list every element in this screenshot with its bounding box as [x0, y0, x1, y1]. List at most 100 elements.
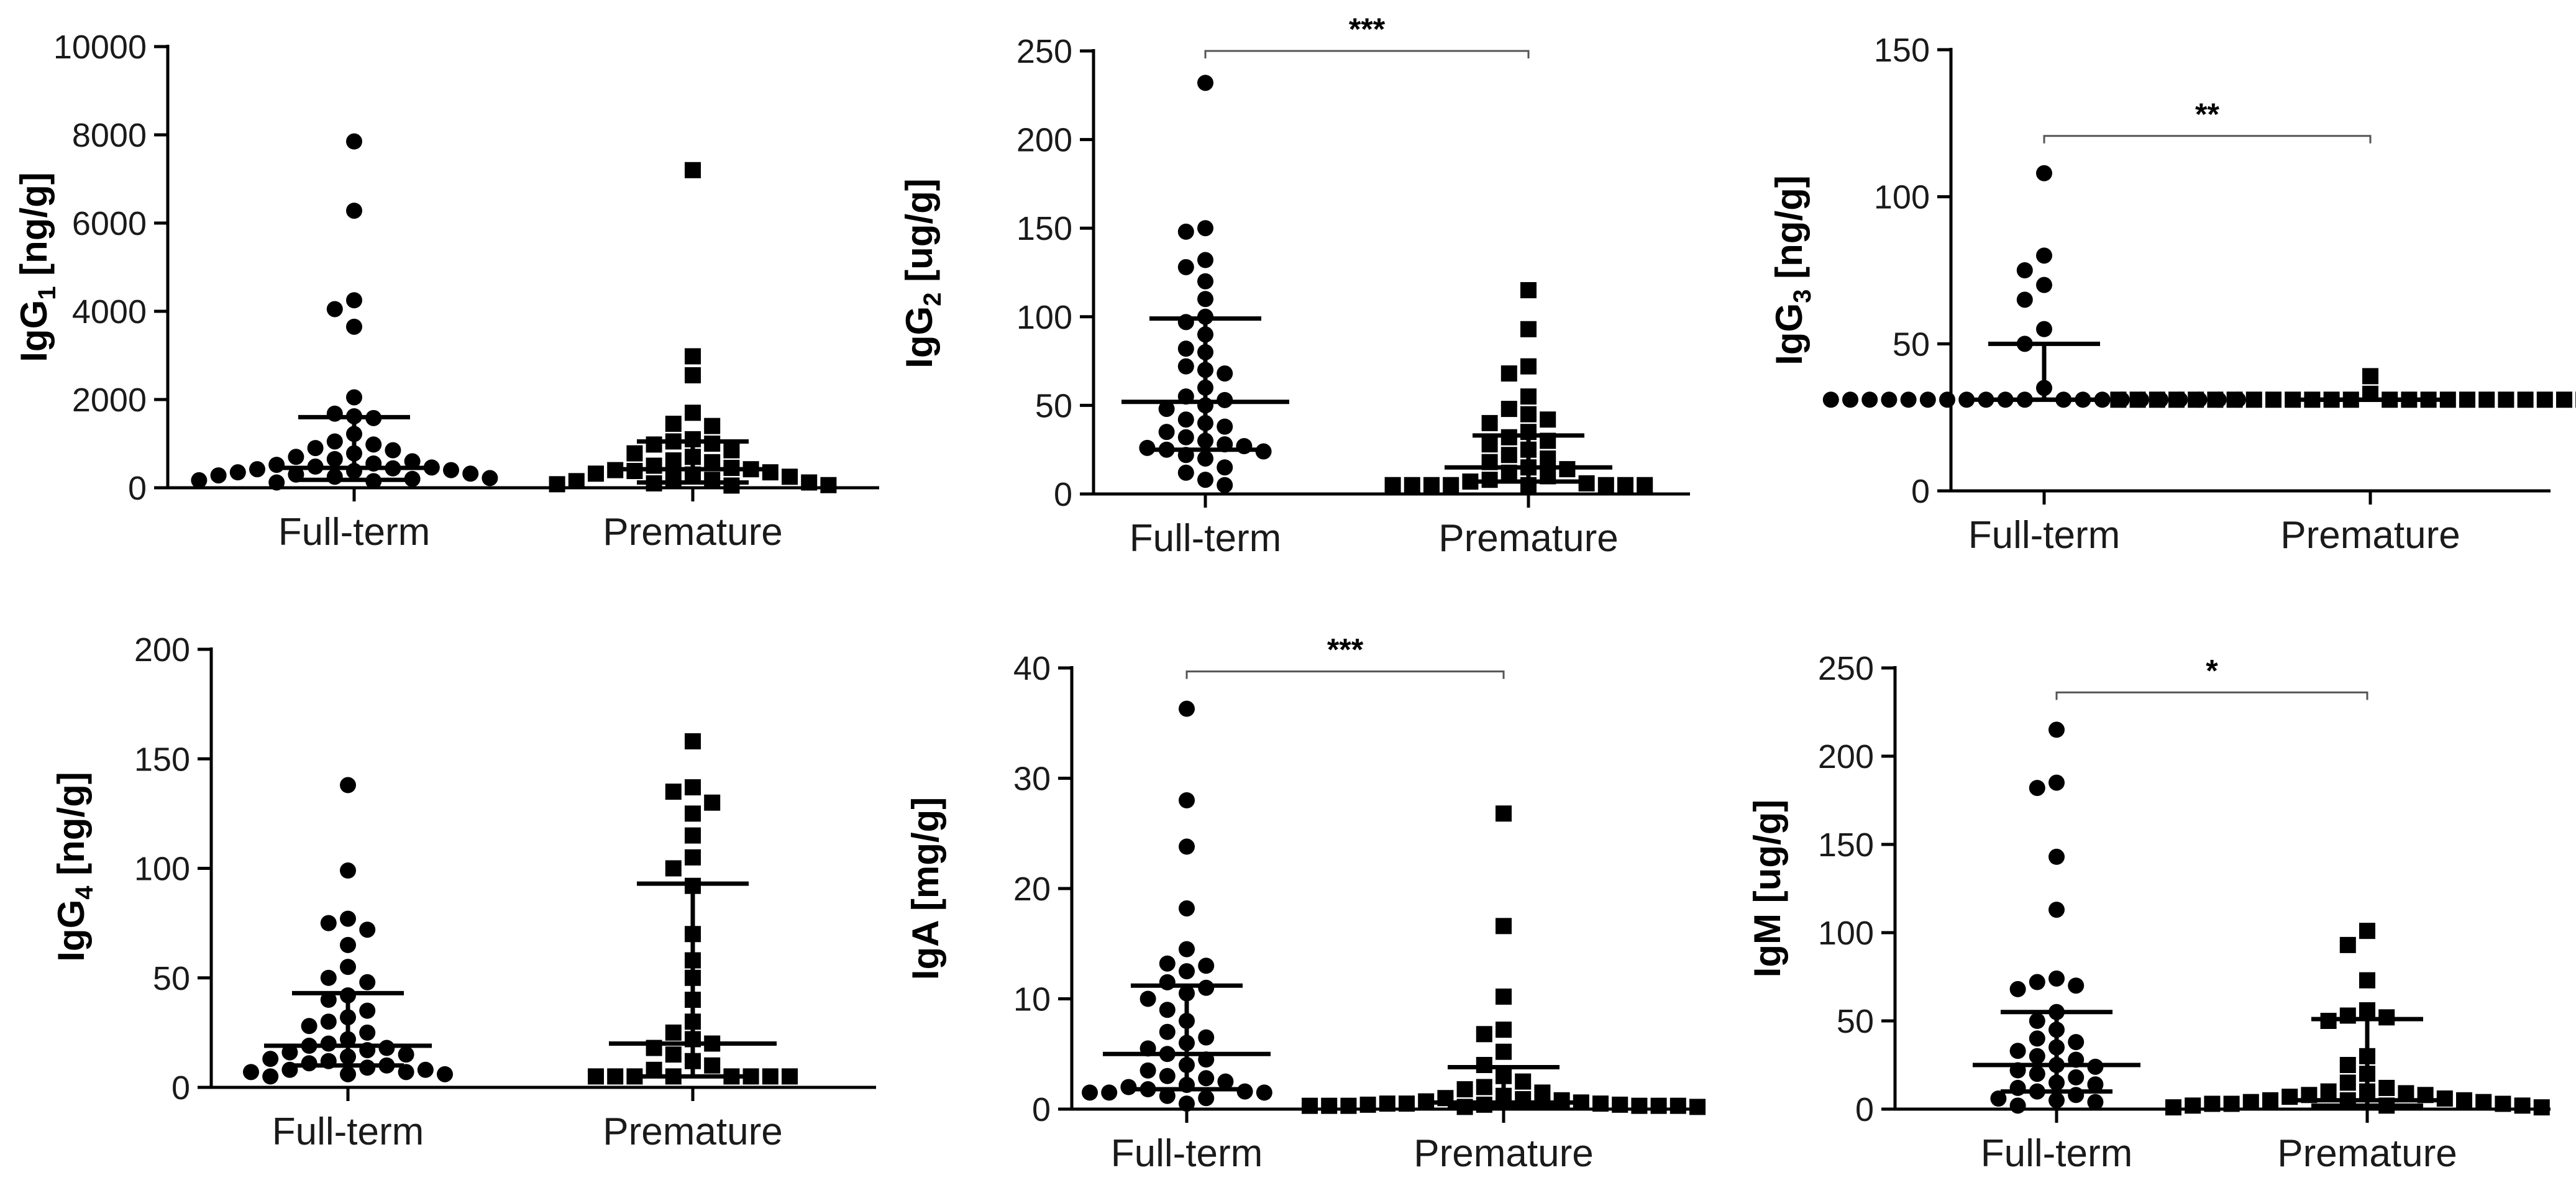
data-point-full-term [2009, 1097, 2026, 1114]
data-point-premature [1481, 436, 1498, 453]
data-point-premature [2339, 1074, 2356, 1091]
data-point-premature [2475, 1094, 2492, 1110]
data-point-full-term [1881, 391, 1898, 408]
data-point-full-term [1179, 838, 1195, 855]
data-point-premature [1384, 477, 1401, 493]
data-point-premature [1520, 358, 1537, 375]
data-point-premature [1592, 1095, 1609, 1112]
data-point-full-term [1198, 1070, 1215, 1087]
data-point-full-term [1177, 258, 1194, 275]
data-point-full-term [320, 992, 337, 1008]
data-point-full-term [462, 465, 479, 482]
y-axis-label-unit: [ug/g] [1747, 800, 1788, 913]
data-point-premature [2149, 391, 2165, 408]
data-point-full-term [326, 301, 343, 318]
data-point-full-term [2009, 1043, 2026, 1059]
data-point-full-term [378, 1040, 395, 1056]
data-point-premature [685, 162, 701, 178]
y-axis-label-unit: [mg/g] [905, 797, 946, 921]
data-point-full-term [1198, 979, 1215, 996]
data-point-premature [2165, 1099, 2181, 1116]
data-point-premature [1520, 406, 1537, 423]
data-point-premature [2359, 1002, 2375, 1018]
y-tick-label: 20 [1013, 871, 1051, 908]
data-point-premature [1302, 1097, 1318, 1114]
data-point-premature [2498, 391, 2514, 408]
data-point-full-term [1939, 391, 1955, 408]
panel-igg1: 0 2000 4000 6000 8000 10000 Full-term Premature… [13, 29, 879, 554]
data-point-premature [1534, 1084, 1551, 1101]
data-point-premature [1481, 414, 1498, 431]
data-point-premature [1496, 805, 1512, 822]
data-point-full-term [482, 470, 498, 487]
y-tick-label: 50 [1837, 1003, 1874, 1040]
data-point-full-term [340, 959, 356, 976]
x-category-label: Premature [603, 511, 782, 554]
data-point-premature [685, 849, 701, 866]
data-point-full-term [243, 1064, 259, 1081]
data-point-premature [665, 860, 682, 877]
data-point-full-term [1159, 974, 1176, 990]
data-point-full-term [1158, 424, 1175, 441]
data-point-premature [1520, 282, 1537, 299]
y-axis-label-main: IgG [1768, 303, 1810, 365]
data-point-full-term [385, 442, 401, 459]
data-point-full-term [346, 318, 362, 335]
data-point-premature [704, 436, 721, 452]
data-point-premature [588, 1068, 604, 1085]
data-point-full-term [2029, 974, 2045, 990]
data-point-full-term [2087, 1094, 2104, 1110]
data-point-full-term [2036, 277, 2052, 293]
y-axis-label-main: IgG [898, 306, 940, 368]
data-point-full-term [1179, 700, 1195, 717]
data-point-full-term [1177, 429, 1194, 446]
data-point-premature [2514, 1097, 2531, 1114]
data-point-full-term [326, 433, 343, 450]
y-tick-label: 200 [134, 631, 190, 669]
data-point-full-term [1197, 291, 1213, 308]
y-tick-label: 40 [1013, 650, 1051, 687]
data-point-premature [1515, 1073, 1532, 1090]
data-point-full-term [1179, 963, 1195, 980]
data-point-full-term [268, 474, 285, 491]
data-point-premature [1612, 1096, 1628, 1113]
data-point-full-term [2048, 848, 2065, 865]
y-tick-label: 100 [134, 851, 190, 888]
data-point-full-term [229, 464, 246, 481]
data-point-premature [1631, 1097, 1648, 1114]
data-point-premature [2339, 936, 2356, 953]
data-point-full-term [2068, 1034, 2085, 1051]
data-point-full-term [2048, 902, 2065, 918]
data-point-premature [685, 367, 701, 383]
data-point-premature [2110, 391, 2127, 408]
data-point-full-term [359, 921, 376, 938]
data-point-full-term [1900, 391, 1917, 408]
data-point-full-term [268, 457, 285, 473]
y-tick-label: 150 [134, 741, 190, 778]
data-point-premature [685, 827, 701, 844]
data-point-premature [2223, 1095, 2240, 1112]
y-tick-label: 250 [1818, 650, 1874, 687]
data-point-full-term [359, 974, 376, 990]
data-point-premature [1597, 477, 1614, 493]
data-point-premature [2362, 368, 2378, 385]
y-axis-label-subscript: 3 [1789, 290, 1816, 303]
data-point-premature [1496, 1022, 1512, 1038]
data-point-full-term [1217, 365, 1233, 382]
data-point-premature [1500, 401, 1517, 418]
data-point-full-term [1177, 464, 1194, 481]
data-point-premature [549, 476, 565, 493]
y-tick-label: 2000 [72, 382, 147, 419]
x-category-label: Full-term [1981, 1132, 2133, 1175]
data-point-premature [2242, 1094, 2259, 1110]
data-point-premature [665, 452, 682, 469]
data-point-full-term [2048, 774, 2065, 791]
data-point-full-term [191, 472, 208, 488]
data-point-full-term [359, 1024, 376, 1041]
data-point-full-term [1197, 220, 1213, 237]
y-axis-label: IgG4 [ng/g] [50, 772, 98, 962]
significance-label: ** [2195, 97, 2219, 132]
data-point-premature [704, 472, 721, 488]
data-point-full-term [281, 1044, 298, 1061]
